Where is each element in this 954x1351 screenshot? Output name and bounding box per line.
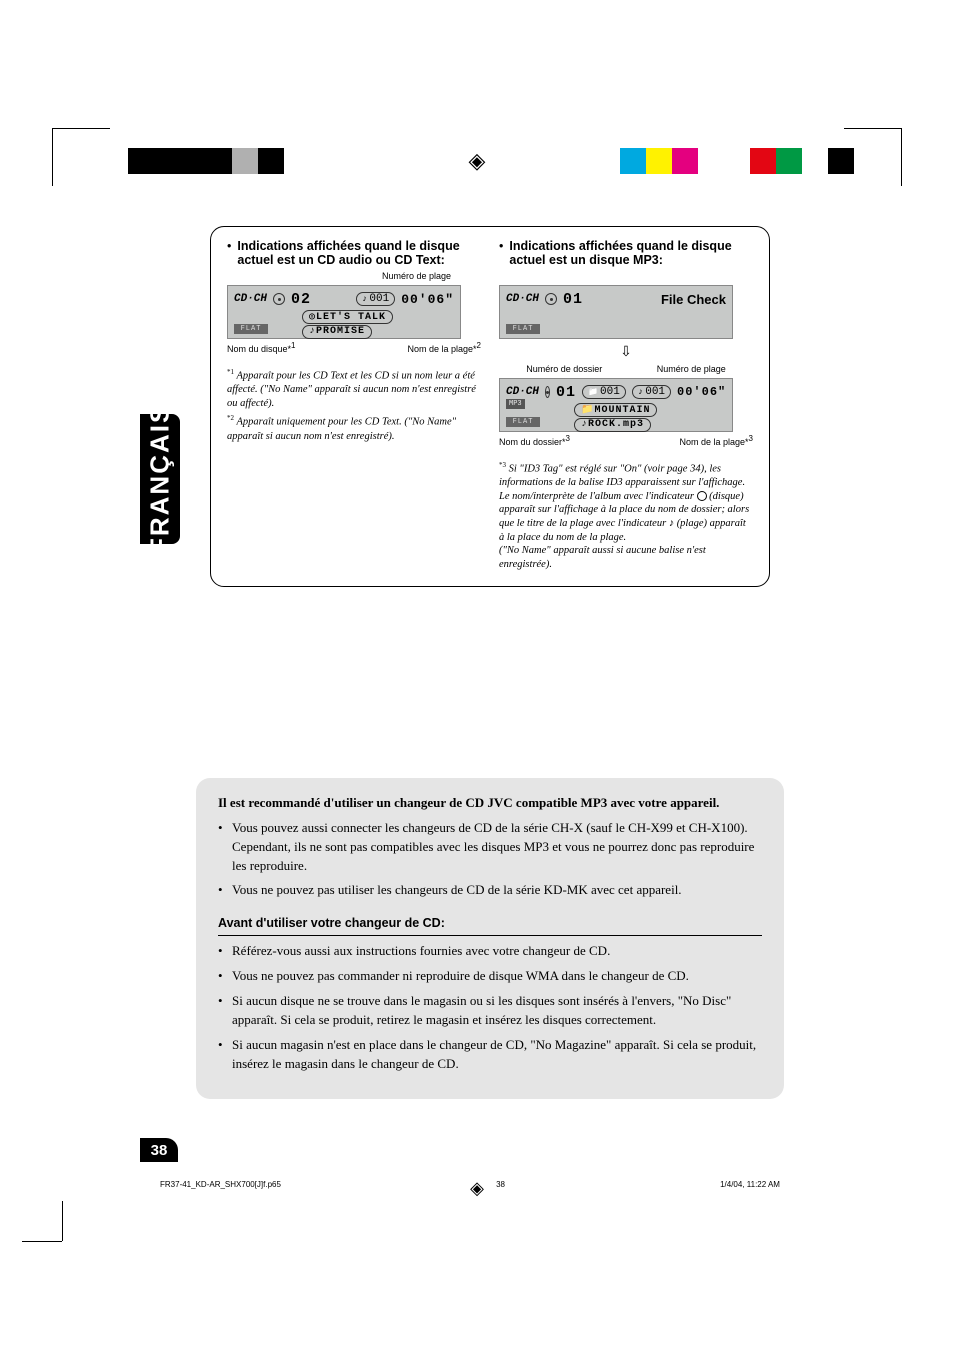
note-inline-icon: ♪ <box>669 518 674 529</box>
note-icon <box>362 293 367 305</box>
recommendation-list-b: Référez-vous aussi aux instructions four… <box>218 942 762 1073</box>
folder-name-caption: Nom du dossier*3 <box>499 434 570 447</box>
disc-title-text: ◎LET'S TALK <box>302 310 393 324</box>
folder-number-caption: Numéro de dossier <box>526 364 602 374</box>
footer-page: 38 <box>496 1180 505 1189</box>
arrow-down-icon: ⇩ <box>499 343 753 360</box>
language-tab: FRANÇAIS <box>140 414 180 544</box>
folder-icon <box>588 386 598 398</box>
eq-badge: FLAT <box>234 324 268 334</box>
elapsed-time: 00'06" <box>677 385 726 399</box>
track-number-caption: Numéro de plage <box>227 271 451 281</box>
bullet-icon: • <box>227 239 231 267</box>
registration-target-icon: ◈ <box>470 1178 484 1199</box>
mp3-column: • Indications affichées quand le disque … <box>499 239 753 572</box>
footer-filename: FR37-41_KD-AR_SHX700[J]f.p65 <box>160 1180 281 1189</box>
disc-icon <box>545 386 550 398</box>
mode-label: CD·CH <box>506 293 539 305</box>
list-item: Vous pouvez aussi connecter les changeur… <box>218 819 762 876</box>
bullet-icon: • <box>499 239 503 267</box>
footer-date: 1/4/04, 11:22 AM <box>720 1180 780 1189</box>
track-pill: 001 <box>632 385 671 399</box>
list-item: Vous ne pouvez pas commander ni reprodui… <box>218 967 762 986</box>
lcd-cd-audio: CD·CH 02 001 00'06" ◎LET'S TALK ♪PROMISE… <box>227 285 461 339</box>
cd-audio-column: • Indications affichées quand le disque … <box>227 239 481 572</box>
mode-label: CD·CH <box>506 386 539 398</box>
disc-name-caption: Nom du disque*1 <box>227 341 296 354</box>
disc-icon <box>545 293 557 305</box>
list-item: Si aucun magasin n'est en place dans le … <box>218 1036 762 1074</box>
recommendation-list-a: Vous pouvez aussi connecter les changeur… <box>218 819 762 900</box>
note-icon <box>638 386 643 398</box>
recommendation-lead: Il est recommandé d'utiliser un changeur… <box>218 794 762 813</box>
registration-bar: ◈ <box>0 148 954 174</box>
track-number-caption: Numéro de plage <box>657 364 726 374</box>
track-pill: 001 <box>356 292 395 306</box>
folder-pill: 001 <box>582 385 626 399</box>
recommendations-panel: Il est recommandé d'utiliser un changeur… <box>196 778 784 1099</box>
list-item: Référez-vous aussi aux instructions four… <box>218 942 762 961</box>
track-name-caption: Nom de la plage*2 <box>408 341 482 354</box>
mp3-badge: MP3 <box>506 399 525 409</box>
eq-badge: FLAT <box>506 417 540 427</box>
folder-title-text: 📁MOUNTAIN <box>574 403 657 417</box>
disc-number: 01 <box>556 384 576 401</box>
lcd-mp3-filecheck: CD·CH 01 File Check FLAT <box>499 285 733 339</box>
mp3-heading: Indications affichées quand le disque ac… <box>509 239 753 267</box>
disc-icon <box>273 293 285 305</box>
eq-badge: FLAT <box>506 324 540 334</box>
mode-label: CD·CH <box>234 293 267 305</box>
track-title-text: ♪ROCK.mp3 <box>574 418 651 432</box>
cd-audio-heading: Indications affichées quand le disque ac… <box>237 239 481 267</box>
footnote-3: *3 Si "ID3 Tag" est réglé sur "On" (voir… <box>499 461 753 572</box>
page-number-badge: 38 <box>140 1138 178 1162</box>
track-title-text: ♪PROMISE <box>302 325 372 339</box>
disc-number: 01 <box>563 291 583 308</box>
footnote-1: *1 Apparaît pour les CD Text et les CD s… <box>227 368 481 410</box>
before-use-heading: Avant d'utiliser votre changeur de CD: <box>218 914 762 936</box>
list-item: Si aucun disque ne se trouve dans le mag… <box>218 992 762 1030</box>
track-name-caption: Nom de la plage*3 <box>680 434 754 447</box>
list-item: Vous ne pouvez pas utiliser les changeur… <box>218 881 762 900</box>
display-indications-panel: • Indications affichées quand le disque … <box>210 226 770 587</box>
file-check-text: File Check <box>661 292 726 307</box>
registration-target-icon: ◈ <box>469 148 486 174</box>
disc-number: 02 <box>291 291 311 308</box>
footnote-2: *2 Apparaît uniquement pour les CD Text.… <box>227 414 481 443</box>
lcd-mp3-playing: CD·CH 01 001 001 00'06" MP3 📁MOUNTAIN ♪R… <box>499 378 733 432</box>
elapsed-time: 00'06" <box>401 292 454 307</box>
disc-inline-icon <box>697 491 707 501</box>
